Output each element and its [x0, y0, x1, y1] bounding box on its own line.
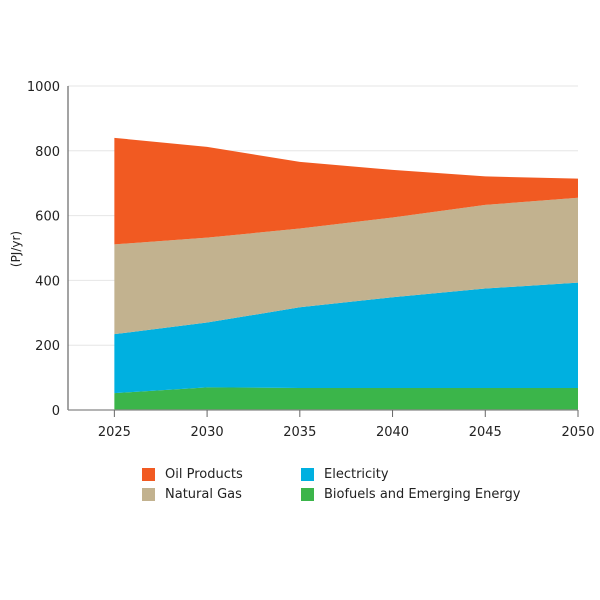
y-tick-label: 200 — [35, 339, 60, 354]
legend-item-oil-products: Oil Products — [142, 467, 243, 482]
y-tick-label: 1000 — [27, 80, 60, 95]
x-axis-ticks: 2025 2030 2035 2040 2045 2050 — [98, 410, 595, 440]
legend-swatch — [301, 488, 314, 501]
x-tick-label: 2045 — [469, 425, 502, 440]
legend-label: Oil Products — [165, 467, 243, 482]
legend-item-biofuels-and-emerging-energy: Biofuels and Emerging Energy — [301, 487, 520, 502]
area-natural-gas — [114, 197, 578, 335]
y-axis-title: (PJ/yr) — [9, 231, 23, 267]
x-tick-label: 2035 — [283, 425, 316, 440]
x-tick-label: 2040 — [376, 425, 409, 440]
y-tick-label: 400 — [35, 274, 60, 289]
legend-label: Natural Gas — [165, 487, 242, 502]
axes — [67, 86, 578, 411]
y-tick-label: 600 — [35, 210, 60, 225]
y-tick-label: 800 — [35, 145, 60, 160]
area-biofuels-and-emerging-energy — [114, 387, 578, 410]
x-tick-label: 2050 — [561, 425, 594, 440]
legend-swatch — [301, 468, 314, 481]
legend-item-electricity: Electricity — [301, 467, 389, 482]
legend-item-natural-gas: Natural Gas — [142, 487, 242, 502]
x-tick-label: 2025 — [98, 425, 131, 440]
legend-label: Electricity — [324, 467, 389, 482]
areas — [114, 137, 578, 410]
legend-swatch — [142, 468, 155, 481]
legend-swatch — [142, 488, 155, 501]
y-axis-ticks: 0 200 400 600 800 1000 — [27, 80, 60, 419]
y-tick-label: 0 — [52, 404, 60, 419]
area-electricity — [114, 282, 578, 394]
legend-label: Biofuels and Emerging Energy — [324, 487, 521, 502]
area-oil-products — [114, 137, 578, 245]
x-tick-label: 2030 — [191, 425, 224, 440]
